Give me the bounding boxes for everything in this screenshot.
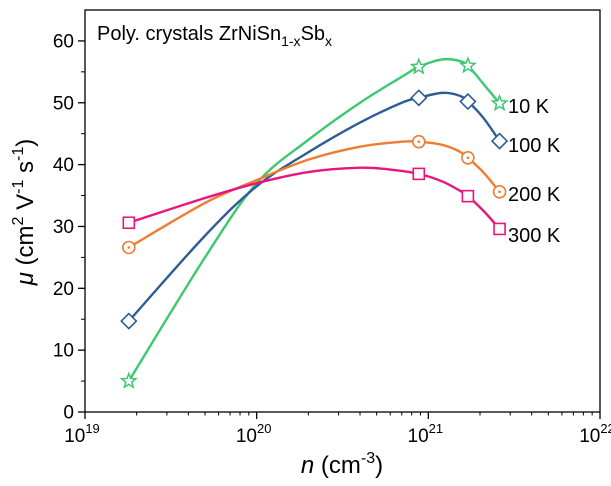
y-tick-label: 40 xyxy=(53,155,74,176)
y-axis-exp1: 2 xyxy=(10,216,27,225)
data-point-center-dot xyxy=(498,190,501,194)
data-point-diamond xyxy=(120,312,138,330)
y-tick-label: 50 xyxy=(53,93,74,114)
data-point-center-dot xyxy=(466,156,470,160)
annotation-prefix: Poly. crystals ZrNiSn xyxy=(97,23,281,45)
data-point-center-dot xyxy=(417,140,421,144)
x-axis-unit-exp: -3 xyxy=(361,450,375,467)
series-curves xyxy=(127,57,501,382)
x-tick-label: 1022 xyxy=(579,421,611,447)
data-point-square xyxy=(493,222,506,236)
x-tick-exp: 20 xyxy=(257,421,271,436)
x-tick-base: 10 xyxy=(236,426,257,447)
data-point-diamond xyxy=(410,89,428,107)
x-tick-label: 1021 xyxy=(408,421,444,447)
data-point-diamond xyxy=(490,132,509,150)
data-point-square xyxy=(412,167,426,181)
data-point-square xyxy=(122,216,136,230)
data-point-diamond xyxy=(459,92,477,111)
plot-area xyxy=(84,9,601,413)
y-tick-label: 20 xyxy=(53,279,74,300)
y-axis-ticks: 0 10 20 30 40 50 60 xyxy=(53,31,85,424)
x-tick-exp: 19 xyxy=(85,421,99,436)
series-label-10k: 10 K xyxy=(508,96,550,118)
annotation-sub1: 1-x xyxy=(281,33,300,49)
x-axis-unit-pre: (cm xyxy=(314,452,361,479)
data-point-star xyxy=(490,93,509,112)
annotation-mid: Sb xyxy=(301,23,325,45)
x-tick-exp: 22 xyxy=(600,421,611,436)
y-tick-label: 10 xyxy=(53,341,74,362)
series-label-200k: 200 K xyxy=(508,184,561,206)
x-tick-base: 10 xyxy=(579,426,600,447)
series-line-3 xyxy=(128,166,501,230)
x-tick-label: 1019 xyxy=(64,421,100,447)
x-axis-title: n (cm-3) xyxy=(301,450,383,479)
x-tick-base: 10 xyxy=(64,426,85,447)
annotation-sub2: x xyxy=(325,33,332,49)
chart-annotation: Poly. crystals ZrNiSn1-xSbx xyxy=(97,23,332,49)
y-axis-title: μ (cm2 V-1 s-1) xyxy=(10,139,39,287)
y-axis-mid2: s xyxy=(12,161,39,180)
series-label-100k: 100 K xyxy=(508,135,561,157)
x-tick-base: 10 xyxy=(408,426,429,447)
y-tick-label: 0 xyxy=(63,403,74,424)
series-markers xyxy=(119,56,509,389)
data-point-center-dot xyxy=(127,246,131,249)
x-tick-label: 1020 xyxy=(236,421,272,447)
x-axis-unit-post: ) xyxy=(375,452,383,479)
data-point-star xyxy=(119,371,138,389)
y-tick-label: 30 xyxy=(53,217,74,238)
data-point-star xyxy=(409,57,428,75)
x-axis-ticks: 1019102010211022 xyxy=(64,412,611,447)
plot-frame xyxy=(84,9,601,413)
x-tick-exp: 21 xyxy=(429,421,443,436)
y-axis-var: μ xyxy=(12,272,39,286)
y-axis-exp2: -1 xyxy=(10,180,27,194)
y-axis-mid: V xyxy=(12,194,39,217)
series-line-0 xyxy=(127,57,501,382)
x-axis-var: n xyxy=(301,452,314,479)
data-point-square xyxy=(461,189,475,203)
data-point-star xyxy=(458,56,478,74)
series-label-300k: 300 K xyxy=(508,225,561,247)
y-axis-unit-post: ) xyxy=(12,139,39,147)
y-axis-exp3: -1 xyxy=(10,147,27,161)
y-axis-unit-pre: (cm xyxy=(12,225,39,272)
y-tick-label: 60 xyxy=(53,31,74,52)
series-line-2 xyxy=(128,140,501,249)
series-line-1 xyxy=(127,91,501,322)
